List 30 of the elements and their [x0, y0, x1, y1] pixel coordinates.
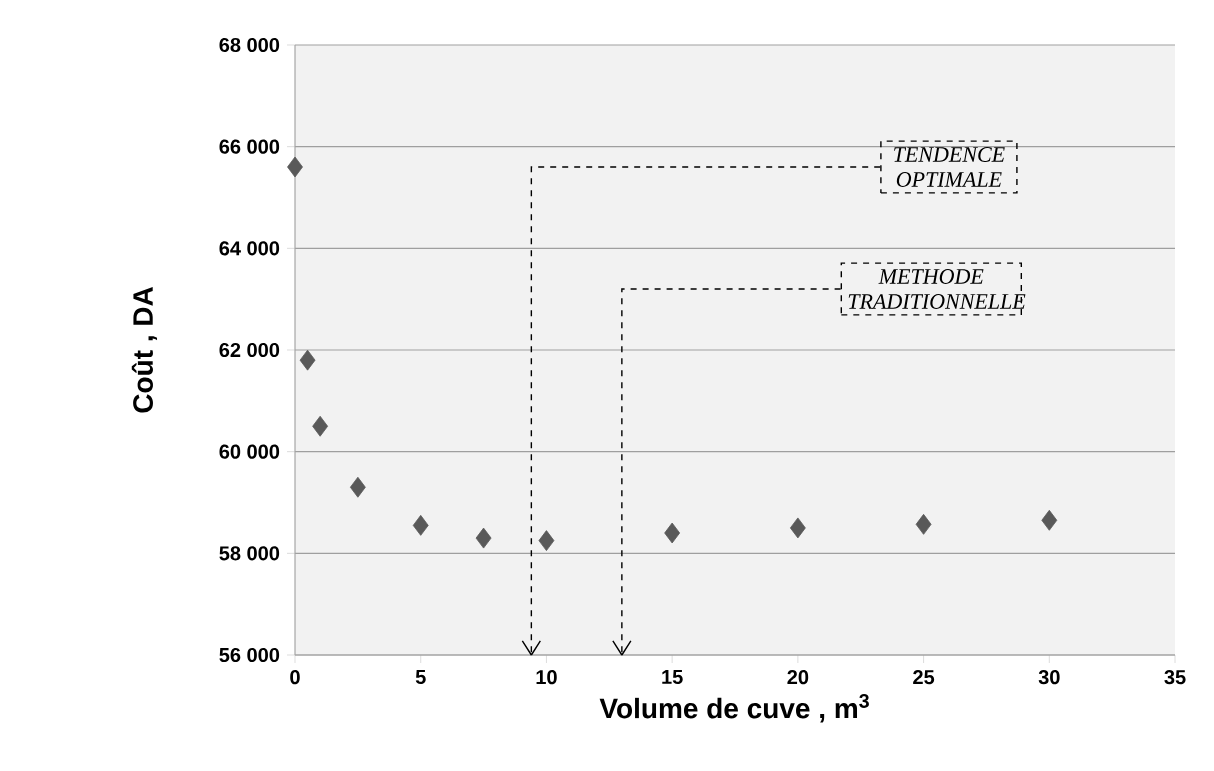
x-tick-label: 5 [415, 670, 426, 685]
point [789, 517, 806, 539]
y-tick-label: 64 000 [219, 241, 280, 256]
point [312, 415, 329, 437]
x-tick-label: 0 [290, 670, 300, 685]
x-tick-label: 20 [787, 670, 809, 685]
x-tick-label: 25 [913, 670, 935, 685]
y-axis-title: Coût , DA [131, 286, 158, 413]
point [538, 530, 555, 552]
y-tick-label: 56 000 [219, 647, 280, 663]
point [475, 527, 492, 549]
ref-line-label: TENDENCE OPTIMALE [894, 147, 1005, 187]
ref-line-label: METHODE TRADITIONNELLE [848, 269, 1026, 309]
x-tick-label: 30 [1038, 670, 1060, 685]
y-tick-label: 58 000 [219, 546, 280, 561]
point [299, 349, 316, 371]
y-tick-label: 60 000 [219, 444, 280, 459]
y-tick-label: 68 000 [219, 37, 280, 53]
point [412, 514, 429, 536]
point [1041, 509, 1058, 531]
y-tick-label: 66 000 [219, 139, 280, 154]
point [287, 156, 303, 178]
x-tick-label: 10 [536, 670, 557, 685]
point [915, 513, 932, 535]
y-tick-label: 62 000 [219, 342, 280, 358]
x-axis-title: Volume de cuve , m$^{3}$ [599, 694, 869, 723]
point [349, 476, 366, 498]
x-tick-label: 15 [662, 670, 683, 685]
x-tick-label: 35 [1164, 670, 1186, 685]
point [664, 522, 681, 544]
